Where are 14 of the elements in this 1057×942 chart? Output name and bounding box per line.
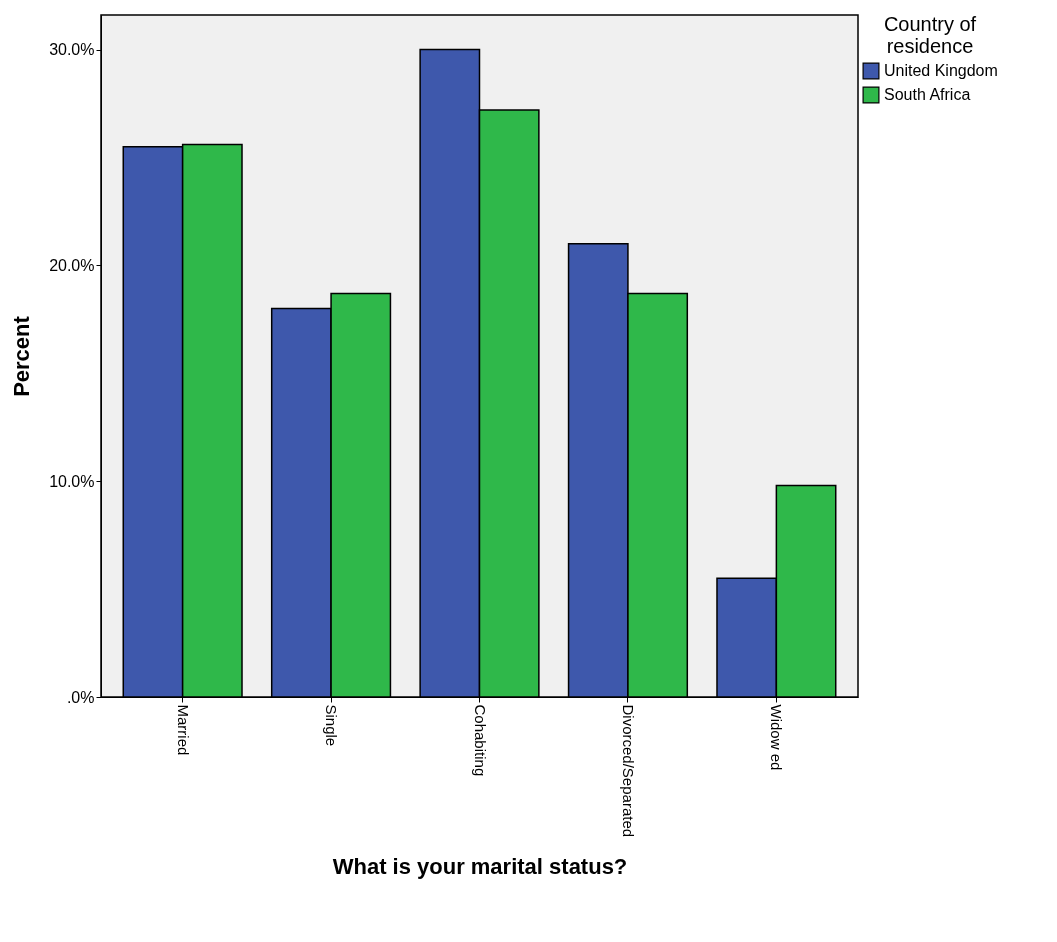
y-axis-title: Percent <box>9 315 35 397</box>
x-tick-label: Single <box>323 704 341 747</box>
legend-title: Country of residence <box>883 13 977 57</box>
y-tick-label: 30.0% <box>49 41 95 59</box>
x-tick-label: Widow ed <box>768 704 786 771</box>
x-axis-title: What is your marital status? <box>332 854 628 880</box>
y-tick-label: .0% <box>66 688 95 706</box>
legend-label: South Africa <box>884 86 971 103</box>
y-tick-label: 20.0% <box>49 256 95 274</box>
x-tick-label: Divorced/Separated <box>619 704 637 838</box>
x-tick-label: Married <box>174 704 192 756</box>
x-tick-label: Cohabiting <box>471 704 489 777</box>
legend-label: United Kingdom <box>884 62 998 79</box>
y-tick-label: 10.0% <box>49 472 95 490</box>
